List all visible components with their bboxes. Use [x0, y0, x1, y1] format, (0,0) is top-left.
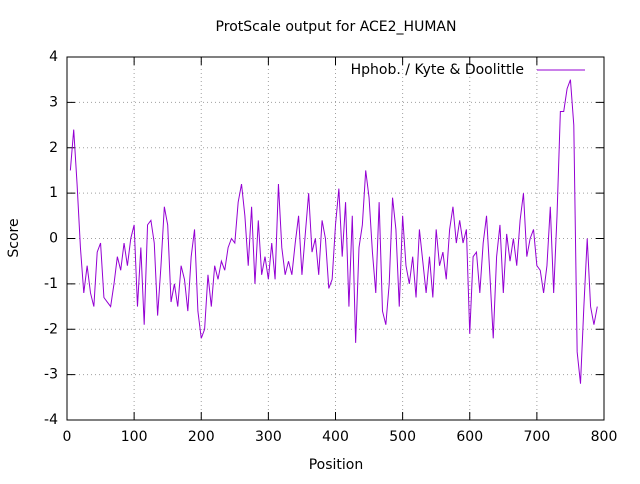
- x-tick-label: 500: [389, 429, 416, 445]
- y-tick-label: -2: [44, 321, 58, 337]
- y-tick-label: -1: [44, 276, 58, 292]
- y-tick-label: 3: [49, 94, 58, 110]
- x-axis-label: Position: [309, 457, 364, 473]
- y-tick-label: -4: [44, 412, 58, 428]
- x-tick-label: 200: [188, 429, 215, 445]
- plot-border: [66, 56, 605, 421]
- y-axis-label: Score: [6, 218, 22, 257]
- chart-title: ProtScale output for ACE2_HUMAN: [216, 19, 457, 35]
- data-line: [69, 79, 598, 384]
- y-tick-label: 1: [49, 185, 58, 201]
- x-tick-label: 300: [255, 429, 282, 445]
- x-tick-label: 100: [121, 429, 148, 445]
- y-tick-label: -3: [44, 367, 58, 383]
- x-tick-label: 600: [456, 429, 483, 445]
- y-tick-label: 4: [49, 49, 58, 65]
- legend-label: Hphob. / Kyte & Doolittle: [351, 62, 524, 78]
- x-tick-label: 800: [591, 429, 618, 445]
- x-tick-label: 0: [63, 429, 72, 445]
- y-tick-label: 0: [49, 231, 58, 247]
- x-tick-label: 700: [524, 429, 551, 445]
- x-tick-label: 400: [322, 429, 349, 445]
- y-tick-label: 2: [49, 140, 58, 156]
